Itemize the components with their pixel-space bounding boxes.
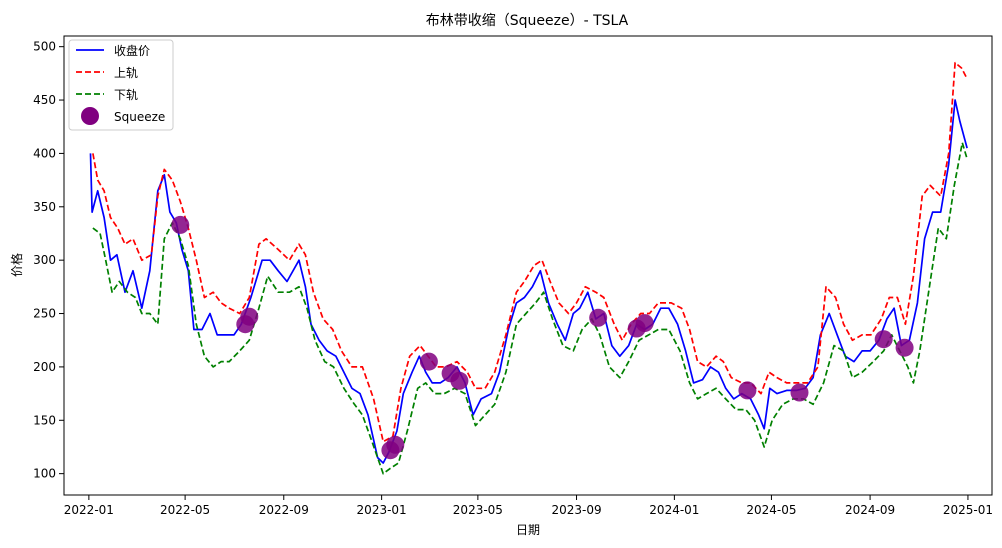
squeeze-marker: [240, 307, 259, 326]
squeeze-marker: [635, 314, 654, 333]
squeeze-marker: [386, 435, 405, 454]
y-tick-label: 250: [33, 307, 56, 321]
y-tick-label: 150: [33, 413, 56, 427]
legend-label-lower: 下轨: [114, 88, 138, 102]
lower-band-line: [92, 141, 968, 475]
squeeze-marker: [171, 215, 190, 234]
legend-label-squeeze: Squeeze: [114, 110, 165, 124]
x-tick-label: 2024-01: [649, 503, 699, 517]
y-tick-label: 450: [33, 93, 56, 107]
squeeze-marker: [895, 338, 914, 357]
squeeze-marker: [589, 308, 608, 327]
y-tick-label: 500: [33, 40, 56, 54]
x-tick-label: 2024-05: [746, 503, 796, 517]
x-tick-label: 2023-09: [551, 503, 601, 517]
x-axis-label: 日期: [516, 523, 540, 537]
legend-box: [68, 39, 174, 131]
close-price-line: [89, 99, 968, 464]
squeeze-marker: [874, 330, 893, 349]
upper-band-line: [92, 61, 968, 443]
legend-label-close: 收盘价: [114, 43, 150, 58]
legend-label-upper: 上轨: [114, 66, 138, 80]
y-tick-label: 400: [33, 146, 56, 160]
x-tick-label: 2022-01: [64, 503, 114, 517]
legend: 收盘价 上轨 下轨 Squeeze: [68, 39, 174, 131]
squeeze-marker-layer: [171, 215, 914, 460]
x-tick-label: 2022-09: [259, 503, 309, 517]
x-tick-label: 2024-09: [845, 503, 895, 517]
x-tick-label: 2022-05: [160, 503, 210, 517]
x-tick-label: 2023-01: [357, 503, 407, 517]
legend-swatch-squeeze: [81, 107, 99, 125]
y-tick-label: 100: [33, 467, 56, 481]
plot-frame: [63, 35, 993, 496]
axis-layer: 2022-01 2022-05 2022-09 2023-01 2023-05 2023-…: [33, 40, 993, 517]
y-tick-label: 300: [33, 253, 56, 267]
y-tick-label: 350: [33, 200, 56, 214]
x-tick-label: 2025-01: [943, 503, 993, 517]
y-axis-label: 价格: [9, 253, 24, 277]
squeeze-marker: [738, 381, 757, 400]
y-tick-label: 200: [33, 360, 56, 374]
chart-title: 布林带收缩（Squeeze）- TSLA: [426, 13, 629, 29]
squeeze-marker: [790, 383, 809, 402]
squeeze-marker: [419, 352, 438, 371]
x-tick-label: 2023-05: [453, 503, 503, 517]
squeeze-marker: [450, 371, 469, 390]
series-layer: [89, 61, 968, 475]
